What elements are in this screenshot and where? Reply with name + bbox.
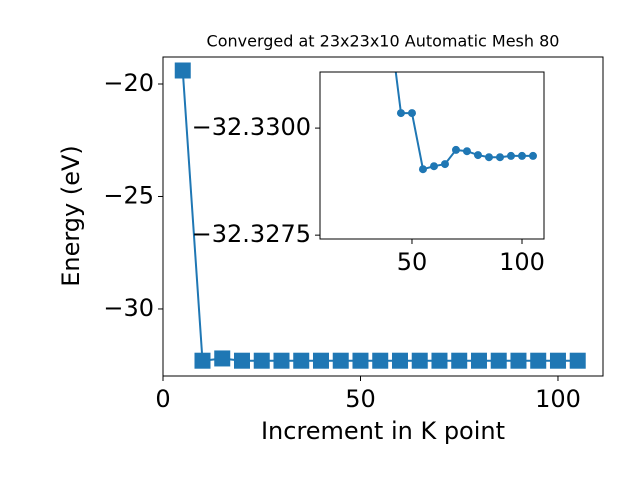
data-marker (253, 352, 270, 369)
data-marker (194, 352, 211, 369)
data-marker (510, 352, 527, 369)
data-marker (411, 352, 428, 369)
data-marker (418, 165, 427, 174)
x-tick-label: 100 (499, 248, 545, 276)
data-marker (451, 145, 460, 154)
data-marker (273, 352, 290, 369)
data-marker (451, 352, 468, 369)
data-marker (484, 153, 493, 162)
data-marker (396, 109, 405, 118)
data-marker (174, 62, 191, 79)
y-tick-label: −32.3300 (192, 113, 311, 141)
y-tick-label: −30 (103, 294, 154, 322)
data-marker (352, 352, 369, 369)
x-tick-label: 100 (535, 385, 581, 413)
data-marker (490, 352, 507, 369)
x-tick-label: 50 (397, 248, 428, 276)
data-marker (214, 350, 231, 367)
x-axis-label: Increment in K point (261, 417, 505, 445)
plot-area (394, 72, 537, 174)
data-marker (332, 352, 349, 369)
data-marker (517, 151, 526, 160)
chart-title: Converged at 23x23x10 Automatic Mesh 80 (207, 32, 560, 51)
data-marker (429, 162, 438, 171)
data-marker (528, 151, 537, 160)
y-tick-label: −25 (103, 181, 154, 209)
x-tick-label: 50 (345, 385, 376, 413)
data-marker (569, 352, 586, 369)
data-marker (431, 352, 448, 369)
data-marker (233, 352, 250, 369)
data-marker (470, 352, 487, 369)
data-marker (312, 352, 329, 369)
data-marker (473, 151, 482, 160)
data-marker (391, 352, 408, 369)
x-tick-label: 0 (155, 385, 170, 413)
data-marker (549, 352, 566, 369)
data-marker (506, 151, 515, 160)
data-marker (530, 352, 547, 369)
plot-area (174, 62, 586, 369)
y-tick-label: −32.3275 (192, 220, 311, 248)
data-marker (293, 352, 310, 369)
y-axis-label: Energy (eV) (57, 145, 85, 287)
data-marker (495, 153, 504, 162)
axes-frame (162, 56, 604, 377)
y-tick-label: −20 (103, 69, 154, 97)
data-marker (462, 147, 471, 156)
data-marker (407, 109, 416, 118)
data-marker (372, 352, 389, 369)
data-marker (440, 160, 449, 169)
axes-frame (319, 71, 545, 240)
